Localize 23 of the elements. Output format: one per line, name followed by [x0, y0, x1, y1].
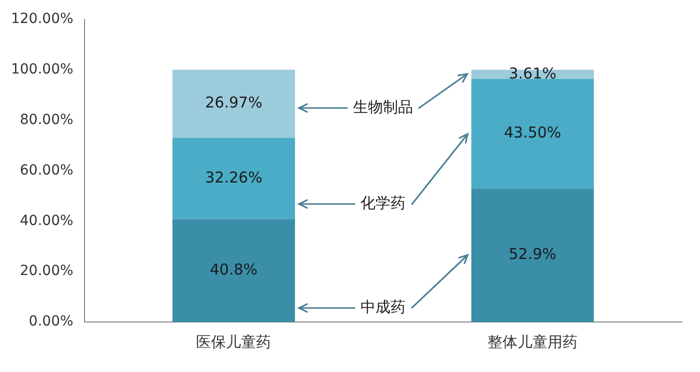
data-label: 40.8%: [210, 260, 258, 278]
y-tick-label: 40.00%: [20, 212, 74, 229]
bar: [172, 70, 295, 138]
x-tick-label: 医保儿童药: [196, 332, 272, 351]
bar: [172, 138, 295, 220]
bar: [471, 78, 594, 189]
y-tick-label: 60.00%: [20, 162, 74, 178]
text: 中成药: [360, 298, 406, 316]
text: 化学药: [360, 194, 406, 212]
text: 生物制品: [353, 98, 414, 116]
data-label: 43.50%: [504, 124, 562, 142]
y-tick-label: 20.00%: [20, 263, 74, 280]
x-tick-label: 整体儿童用药: [488, 332, 578, 351]
data-label: 26.97%: [205, 94, 262, 112]
data-label: 32.26%: [205, 168, 262, 186]
y-tick-label: 80.00%: [20, 112, 74, 128]
data-label: 52.9%: [508, 245, 556, 264]
bar: [172, 219, 295, 322]
y-tick-label: 0.00%: [28, 314, 74, 330]
bar: [471, 188, 594, 322]
data-label: 3.61%: [508, 64, 556, 82]
y-tick-label: 120.00%: [10, 11, 74, 28]
y-tick-label: 100.00%: [10, 61, 74, 78]
